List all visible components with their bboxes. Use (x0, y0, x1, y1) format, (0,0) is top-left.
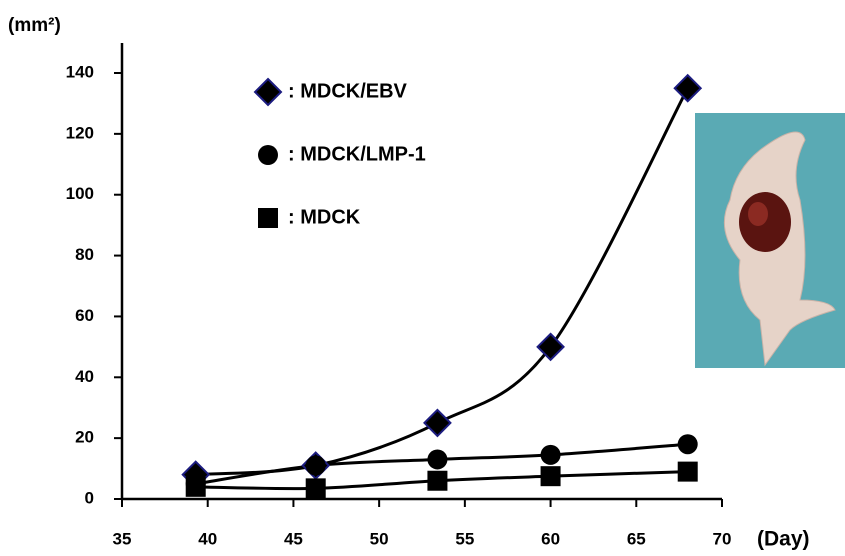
x-tick-label: 65 (627, 529, 646, 548)
data-point (427, 471, 447, 491)
data-point (541, 466, 561, 486)
legend-label: : MDCK (288, 206, 361, 228)
x-tick-label: 55 (455, 529, 474, 548)
legend-marker (258, 208, 278, 228)
y-tick-label: 80 (75, 245, 94, 264)
data-point (538, 334, 564, 360)
y-tick-label: 100 (66, 184, 94, 203)
chart: (mm²) (Day) 0 20 40 60 80 100 120 140 35 40 45 50 55… (0, 0, 845, 556)
legend-label: : MDCK/EBV (288, 80, 408, 102)
data-point (306, 478, 326, 498)
x-tick-label: 50 (370, 529, 389, 548)
y-tick-label: 0 (85, 488, 94, 507)
x-tick-label: 60 (541, 529, 560, 548)
legend-label: : MDCK/LMP-1 (288, 143, 426, 165)
data-point (541, 445, 561, 465)
data-point (678, 462, 698, 482)
data-point (306, 456, 326, 476)
y-tick-label: 60 (75, 306, 94, 325)
x-tick-label: 35 (113, 529, 132, 548)
y-tick-label: 40 (75, 367, 94, 386)
data-point (675, 75, 701, 101)
data-point (678, 434, 698, 454)
x-axis-label: (Day) (757, 528, 810, 551)
x-tick-label: 40 (198, 529, 217, 548)
y-tick-label: 20 (75, 428, 94, 447)
data-point (427, 449, 447, 469)
legend-marker (255, 79, 281, 105)
legend-marker (258, 145, 278, 165)
y-axis-label: (mm²) (8, 15, 61, 36)
x-tick-label: 45 (284, 529, 303, 548)
data-point (424, 410, 450, 436)
data-point (186, 477, 206, 497)
y-tick-label: 140 (66, 62, 94, 81)
x-tick-label: 70 (713, 529, 732, 548)
photo (695, 113, 845, 368)
y-tick-label: 120 (66, 123, 94, 142)
